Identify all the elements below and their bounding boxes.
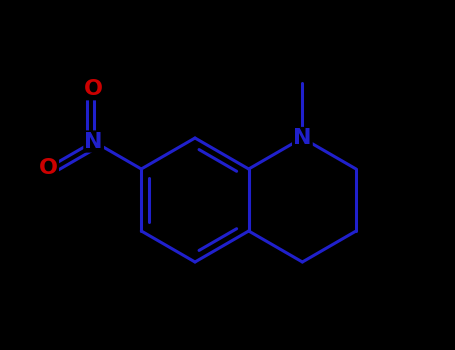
Text: N: N	[293, 128, 312, 148]
Text: O: O	[84, 79, 103, 99]
Text: O: O	[39, 158, 58, 178]
Text: N: N	[85, 132, 103, 152]
